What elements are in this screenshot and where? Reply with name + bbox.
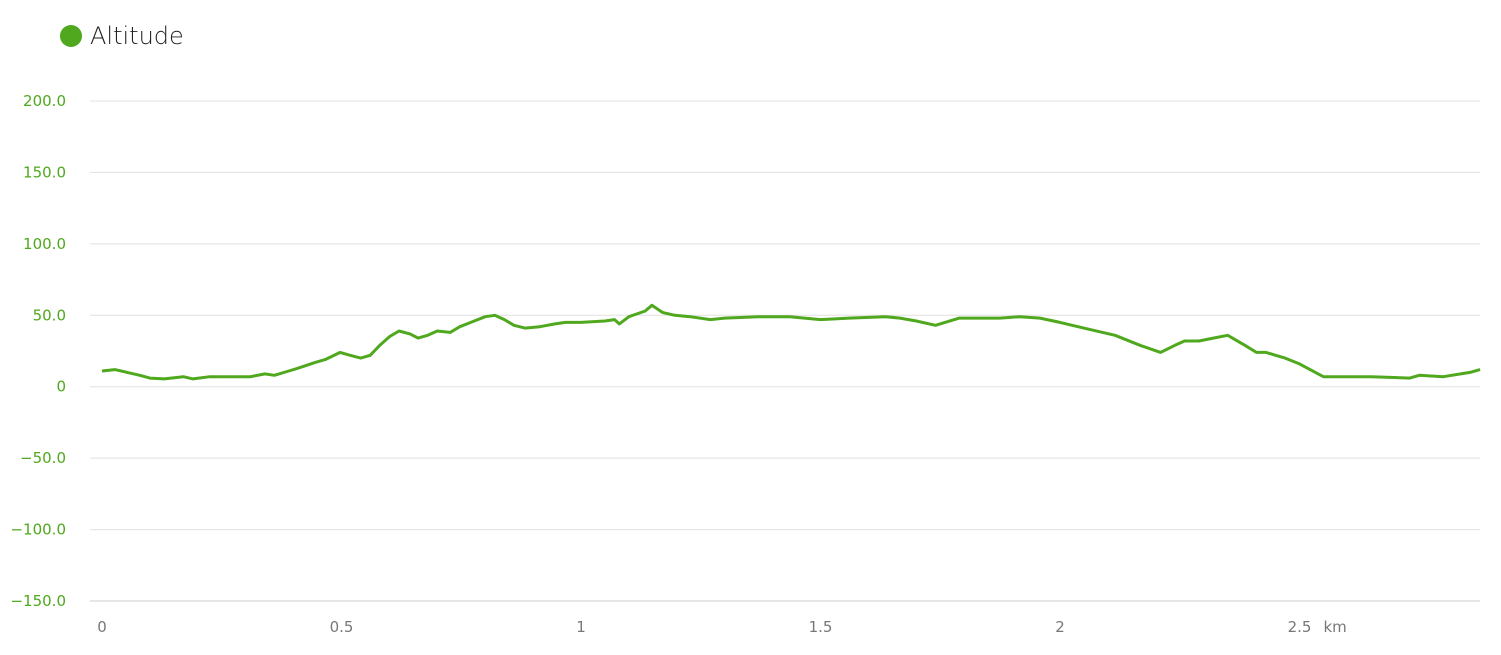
x-tick-label: 2 [1055, 618, 1065, 636]
y-tick-label: 200.0 [23, 92, 66, 110]
y-tick-label: −150.0 [10, 592, 66, 610]
y-tick-label: 150.0 [23, 163, 66, 181]
x-tick-label: 0.5 [330, 618, 354, 636]
altitude-line [101, 303, 1481, 381]
legend-label: Altitude [90, 22, 184, 50]
y-tick-label: 50.0 [33, 306, 66, 324]
y-tick-label: 100.0 [23, 235, 66, 253]
x-tick-label: 0 [97, 618, 107, 636]
legend-marker [60, 25, 82, 47]
x-tick-label: 1.5 [809, 618, 833, 636]
legend[interactable]: Altitude [60, 22, 184, 50]
y-tick-label: −50.0 [20, 449, 66, 467]
y-tick-label: 0 [56, 378, 66, 396]
y-tick-label: −100.0 [10, 521, 66, 539]
x-tick-label: 2.5 [1288, 618, 1312, 636]
x-axis-unit: km [1324, 618, 1347, 636]
x-tick-label: 1 [576, 618, 586, 636]
